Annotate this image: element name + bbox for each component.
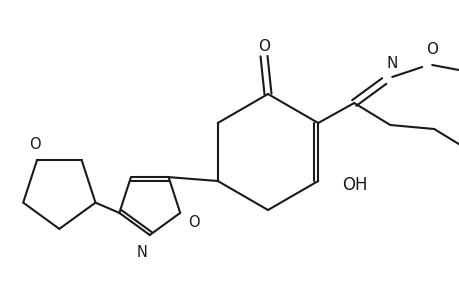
Text: N: N	[137, 245, 147, 260]
Text: OH: OH	[341, 176, 367, 194]
Text: O: O	[257, 38, 269, 53]
Text: O: O	[188, 215, 199, 230]
Text: O: O	[29, 137, 41, 152]
Text: O: O	[425, 42, 437, 57]
Text: N: N	[386, 56, 397, 71]
